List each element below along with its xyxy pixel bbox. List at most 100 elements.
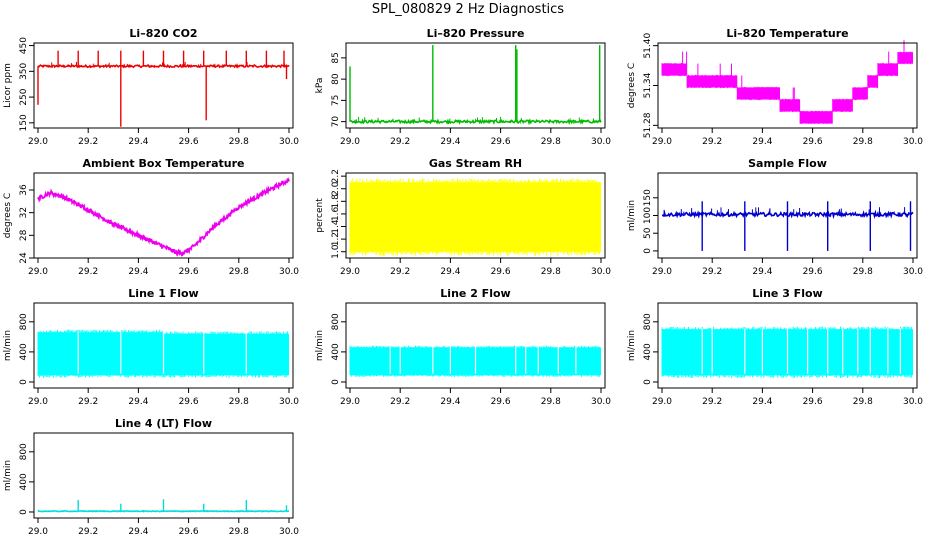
x-tick-label: 29.4: [440, 137, 460, 147]
y-tick-label: 250: [19, 88, 29, 105]
x-tick-label: 30.0: [903, 397, 923, 407]
chart-panel-2: Li–820 Pressure kPa 29.0 29.2 29.4 29.6 29.8 30…: [315, 27, 611, 147]
panel-title: Line 1 Flow: [128, 287, 198, 300]
y-tick-label: 50: [643, 227, 653, 239]
panel-title: Ambient Box Temperature: [83, 157, 245, 170]
y-axis-label: kPa: [315, 78, 325, 94]
y-axis-label: ml/min: [627, 330, 637, 361]
y-axis-label: degrees C: [3, 193, 13, 238]
chart-panel-3: Li–820 Temperature degrees C 29.0 29.2 29.4 2…: [627, 27, 923, 147]
x-tick-label: 29.8: [229, 267, 249, 277]
y-tick-label: 400: [331, 343, 341, 360]
panel-title: Sample Flow: [748, 157, 827, 170]
y-axis-label: ml/min: [627, 200, 637, 231]
x-tick-label: 29.2: [702, 137, 722, 147]
y-tick-label: 80: [331, 73, 341, 85]
x-tick-label: 30.0: [903, 137, 923, 147]
y-tick-label: 51.40: [643, 33, 653, 59]
y-tick-label: 1.6: [331, 207, 341, 222]
chart-panel-1: Li–820 CO2 Licor ppm 29.0 29.2 29.4 29.6 29.8 3…: [3, 27, 299, 147]
y-tick-label: 400: [19, 473, 29, 490]
x-tick-label: 30.0: [279, 267, 299, 277]
x-tick-label: 30.0: [279, 527, 299, 537]
y-axis-label: percent: [315, 198, 325, 233]
chart-panel-10: Line 4 (LT) Flow ml/min 29.0 29.2 29.4 29.6 29…: [3, 417, 299, 537]
plot-frame: [345, 172, 606, 259]
panel-title: Line 2 Flow: [440, 287, 510, 300]
y-tick-label: 450: [19, 37, 29, 54]
y-tick-label: 70: [331, 116, 341, 128]
y-tick-label: 800: [19, 313, 29, 330]
x-tick-label: 30.0: [279, 137, 299, 147]
x-tick-label: 29.8: [853, 267, 873, 277]
y-tick-label: 800: [643, 313, 653, 330]
panel-title: Line 3 Flow: [752, 287, 822, 300]
x-tick-label: 29.0: [340, 137, 360, 147]
chart-panel-8: Line 2 Flow ml/min 29.0 29.2 29.4 29.6 29.8 30.…: [315, 287, 611, 407]
x-tick-label: 30.0: [591, 137, 611, 147]
y-axis-label: Licor ppm: [3, 63, 13, 108]
y-tick-label: 1.4: [331, 219, 341, 234]
y-tick-label: 800: [19, 443, 29, 460]
x-tick-label: 29.4: [752, 397, 772, 407]
x-tick-label: 29.8: [853, 397, 873, 407]
y-tick-label: 0: [643, 379, 653, 385]
y-axis-label: ml/min: [315, 330, 325, 361]
plot-frame: [33, 432, 294, 519]
y-tick-label: 51.34: [643, 72, 653, 98]
x-tick-label: 29.8: [541, 137, 561, 147]
x-tick-label: 29.6: [179, 267, 199, 277]
data-series: [37, 499, 289, 513]
y-tick-label: 0: [19, 509, 29, 515]
panel-title: Gas Stream RH: [429, 157, 522, 170]
x-tick-label: 29.0: [340, 397, 360, 407]
y-tick-label: 350: [19, 62, 29, 79]
x-tick-label: 29.4: [752, 267, 772, 277]
x-tick-label: 29.4: [440, 267, 460, 277]
x-tick-label: 29.2: [390, 397, 410, 407]
y-tick-label: 0: [643, 248, 653, 254]
x-tick-label: 29.6: [491, 137, 511, 147]
x-tick-label: 29.2: [78, 397, 98, 407]
data-series: [349, 345, 601, 377]
x-tick-label: 29.2: [78, 527, 98, 537]
plot-frame: [657, 302, 918, 389]
chart-panel-5: Gas Stream RH percent 29.0 29.2 29.4 29.6 29.8…: [315, 157, 611, 277]
y-tick-label: 1.8: [331, 194, 341, 209]
x-tick-label: 29.4: [440, 397, 460, 407]
x-tick-label: 29.8: [229, 137, 249, 147]
y-tick-label: 75: [331, 95, 341, 106]
plot-frame: [33, 42, 294, 129]
x-tick-label: 29.6: [179, 397, 199, 407]
y-tick-label: 51.28: [643, 112, 653, 138]
x-tick-label: 29.2: [390, 267, 410, 277]
x-tick-label: 29.6: [803, 137, 823, 147]
y-tick-label: 400: [19, 343, 29, 360]
panel-title: Li–820 Pressure: [427, 27, 525, 40]
x-tick-label: 29.4: [128, 397, 148, 407]
x-tick-label: 29.0: [652, 137, 672, 147]
x-tick-label: 29.2: [78, 137, 98, 147]
x-tick-label: 29.8: [229, 527, 249, 537]
data-series: [661, 201, 914, 251]
panel-title: Li–820 Temperature: [726, 27, 848, 40]
x-tick-label: 29.8: [229, 397, 249, 407]
x-tick-label: 29.4: [128, 527, 148, 537]
x-tick-label: 29.6: [491, 397, 511, 407]
data-series: [349, 45, 602, 126]
x-tick-label: 29.6: [491, 267, 511, 277]
x-tick-label: 29.6: [179, 137, 199, 147]
data-series: [661, 40, 913, 124]
x-tick-label: 29.0: [340, 267, 360, 277]
data-series: [37, 50, 290, 127]
x-tick-label: 29.8: [541, 267, 561, 277]
chart-panel-4: Ambient Box Temperature degrees C 29.0 29.2…: [3, 157, 299, 277]
y-axis-label: degrees C: [627, 63, 637, 108]
series-band: [867, 75, 878, 88]
x-tick-label: 29.4: [752, 137, 772, 147]
x-tick-label: 29.6: [803, 267, 823, 277]
x-tick-label: 29.2: [390, 137, 410, 147]
x-tick-label: 29.0: [28, 527, 48, 537]
chart-panel-9: Line 3 Flow ml/min 29.0 29.2 29.4 29.6 29.8 30.…: [627, 287, 923, 407]
panel-title: Li–820 CO2: [129, 27, 197, 40]
